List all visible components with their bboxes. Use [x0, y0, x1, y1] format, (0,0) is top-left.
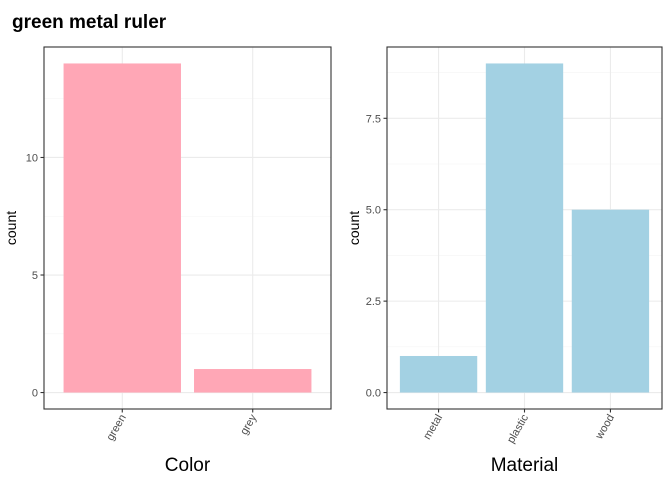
y-tick-label: 7.5: [366, 113, 381, 125]
material-panel: 0.0 2.5 5.0 7.5 metal plastic wood Material coun…: [346, 46, 663, 476]
y-tick-label: 0: [32, 388, 38, 400]
x-tick-label: green: [104, 413, 128, 443]
material-bar-plastic: [485, 63, 564, 393]
x-tick-label: wood: [593, 413, 617, 443]
x-axis-title: Color: [165, 455, 211, 476]
x-tick-label: metal: [421, 413, 445, 442]
y-tick-label: 5: [32, 270, 38, 282]
y-tick-label: 5.0: [366, 205, 381, 217]
material-bar-wood: [571, 209, 650, 393]
x-axis-title: Material: [491, 455, 559, 476]
color-bar-grey: [194, 369, 312, 393]
color-panel: 0 5 10 green grey Color count: [3, 46, 332, 476]
y-axis-title: count: [3, 211, 19, 245]
y-tick-label: 0.0: [366, 388, 381, 400]
x-tick-label: grey: [238, 412, 259, 437]
panel-border: [43, 46, 332, 410]
y-tick-label: 2.5: [366, 296, 381, 308]
y-tick-label: 10: [26, 152, 38, 164]
x-tick-label: plastic: [505, 412, 531, 445]
color-bar-green: [63, 63, 181, 393]
chart-title: green metal ruler: [12, 12, 167, 33]
material-bar-metal: [399, 355, 478, 393]
y-axis-title: count: [346, 211, 362, 245]
